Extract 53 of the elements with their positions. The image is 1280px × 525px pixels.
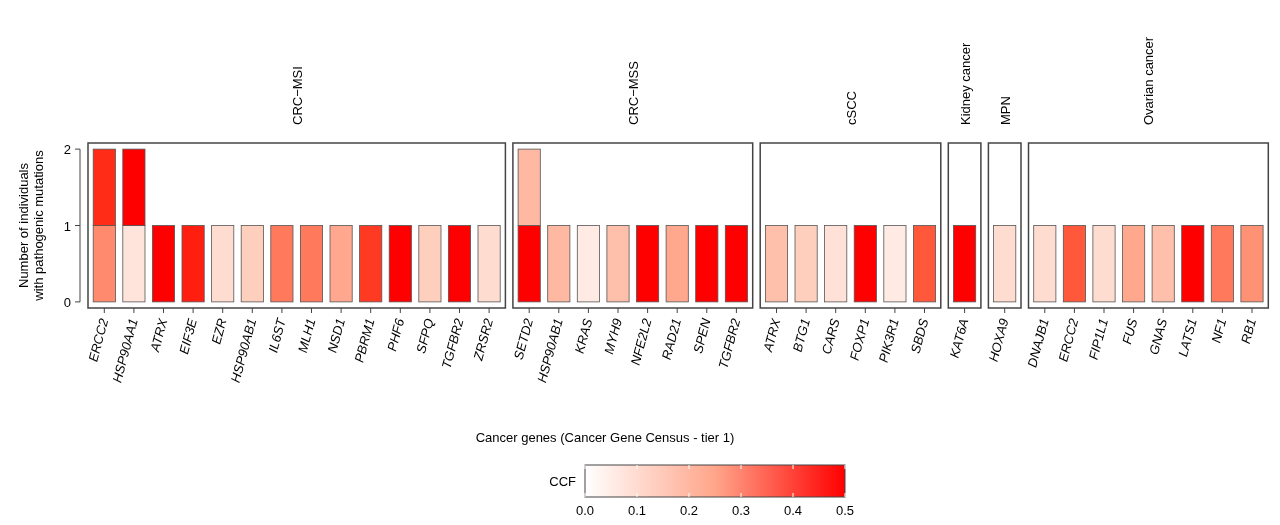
color-bar-label: 0.4 <box>783 503 803 518</box>
color-bar-label: 0.0 <box>575 503 595 518</box>
x-tick-label: ZRSR2 <box>470 316 497 363</box>
x-tick-label: TGFBR2 <box>715 316 744 371</box>
x-tick-label: FIP1L1 <box>1085 316 1111 362</box>
x-tick-label: MLH1 <box>294 316 319 355</box>
chart-title: Ovarian cancer <box>1141 36 1157 125</box>
x-axis-title: Cancer genes (Cancer Gene Census - tier 1) <box>475 430 735 445</box>
chart-title: MPN <box>997 96 1013 125</box>
x-tick-label: KRAS <box>571 316 596 355</box>
x-tick-label: RAD21 <box>658 316 685 362</box>
x-tick-label: LATS1 <box>1175 316 1200 359</box>
x-tick-label: FOXP1 <box>846 316 873 362</box>
x-tick-label: NSD1 <box>324 316 348 355</box>
x-tick-label: GNAS <box>1146 316 1171 357</box>
x-tick-label: ERCC2 <box>85 316 112 364</box>
chart-title: CRC−MSS <box>625 60 641 125</box>
color-bar-label: 0.5 <box>835 503 855 518</box>
color-bar-label: 0.2 <box>679 503 699 518</box>
x-tick-label: SPEN <box>690 316 714 355</box>
x-tick-label: PIK3R1 <box>875 316 902 365</box>
x-tick-label: CARS <box>818 316 843 356</box>
x-tick-label: ATRX <box>146 315 171 355</box>
x-tick-label: SFPQ <box>413 316 437 355</box>
color-bar-label: 0.1 <box>627 503 647 518</box>
x-tick-label: BTG1 <box>789 316 813 354</box>
x-tick-label: IL6ST <box>265 315 290 355</box>
x-tick-label: EIF3E <box>176 316 201 356</box>
chart-title: Kidney cancer <box>957 41 973 125</box>
x-tick-label: NFE2L2 <box>627 316 655 367</box>
x-tick-label: PBRM1 <box>351 316 378 365</box>
y-tick-label: 2 <box>63 142 71 158</box>
x-tick-label: HOXA9 <box>985 316 1012 364</box>
x-tick-label: KAT6A <box>946 316 972 360</box>
x-tick-label: SBDS <box>907 316 932 355</box>
x-tick-label: EZR <box>208 316 230 346</box>
x-tick-label: RB1 <box>1237 316 1259 346</box>
chart-title: cSCC <box>843 91 859 125</box>
x-tick-label: DNAJB1 <box>1024 316 1052 369</box>
y-tick-label: 0 <box>63 294 71 310</box>
color-bar-label: 0.3 <box>731 503 751 518</box>
x-tick-label: ERCC2 <box>1055 316 1082 364</box>
y-axis-title: Number of individuals with pathogenic mutations <box>16 149 46 302</box>
x-tick-label: MYH9 <box>601 316 625 356</box>
color-bar-title: CCF <box>549 474 577 489</box>
x-tick-label: ATRX <box>759 315 784 355</box>
x-tick-label: TGFBR2 <box>438 316 467 371</box>
chart-title: CRC−MSI <box>289 66 305 125</box>
x-tick-label: PHF6 <box>384 316 408 353</box>
y-tick-label: 1 <box>63 218 71 234</box>
x-tick-label: FUS <box>1119 316 1141 346</box>
x-tick-label: SETD2 <box>510 316 537 362</box>
x-tick-label: NF1 <box>1208 316 1230 345</box>
